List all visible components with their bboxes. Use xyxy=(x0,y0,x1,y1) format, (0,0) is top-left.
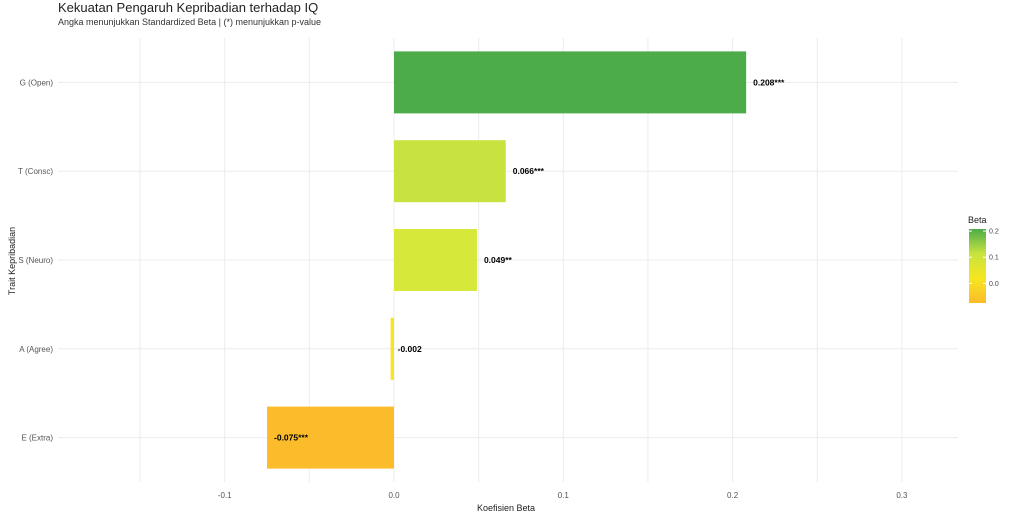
y-axis-tick-labels: G (Open) T (Consc) S (Neuro) A (Agree) E (Ex… xyxy=(18,78,53,442)
x-axis-tick-labels: -0.1 0.0 0.1 0.2 0.3 xyxy=(218,491,908,500)
x-axis-title: Koefisien Beta xyxy=(477,503,535,513)
y-tick-label: T (Consc) xyxy=(18,167,53,176)
data-label: 0.066*** xyxy=(513,166,545,176)
bar xyxy=(394,51,747,114)
y-axis-title: Trait Kepribadian xyxy=(7,227,17,295)
legend-tick-label: 0.0 xyxy=(989,281,999,288)
bar xyxy=(394,229,477,291)
bar xyxy=(394,140,506,203)
y-tick-label: A (Agree) xyxy=(19,345,53,354)
y-tick-label: S (Neuro) xyxy=(18,256,53,265)
bar xyxy=(390,317,394,380)
data-labels: 0.208*** 0.066*** 0.049** -0.002 -0.075*** xyxy=(274,77,785,442)
y-tick-label: E (Extra) xyxy=(21,434,53,443)
legend-title: Beta xyxy=(968,215,987,225)
bars xyxy=(267,51,747,469)
chart-subtitle: Angka menunjukkan Standardized Beta | (*… xyxy=(58,17,321,27)
x-tick-label: 0.2 xyxy=(727,491,739,500)
legend-colorbar xyxy=(969,229,986,303)
x-tick-label: 0.3 xyxy=(896,491,908,500)
chart-title: Kekuatan Pengaruh Kepribadian terhadap I… xyxy=(58,0,318,15)
legend: Beta 0.2 0.1 0.0 xyxy=(968,215,999,303)
x-tick-label: -0.1 xyxy=(218,491,232,500)
legend-tick-label: 0.1 xyxy=(989,255,999,262)
x-tick-label: 0.0 xyxy=(388,491,400,500)
data-label: -0.075*** xyxy=(274,433,309,443)
data-label: -0.002 xyxy=(398,344,422,354)
y-tick-label: G (Open) xyxy=(20,78,54,87)
data-label: 0.208*** xyxy=(753,77,785,87)
data-label: 0.049** xyxy=(484,255,513,265)
legend-tick-label: 0.2 xyxy=(989,229,999,236)
bar xyxy=(267,406,394,469)
x-tick-label: 0.1 xyxy=(558,491,570,500)
